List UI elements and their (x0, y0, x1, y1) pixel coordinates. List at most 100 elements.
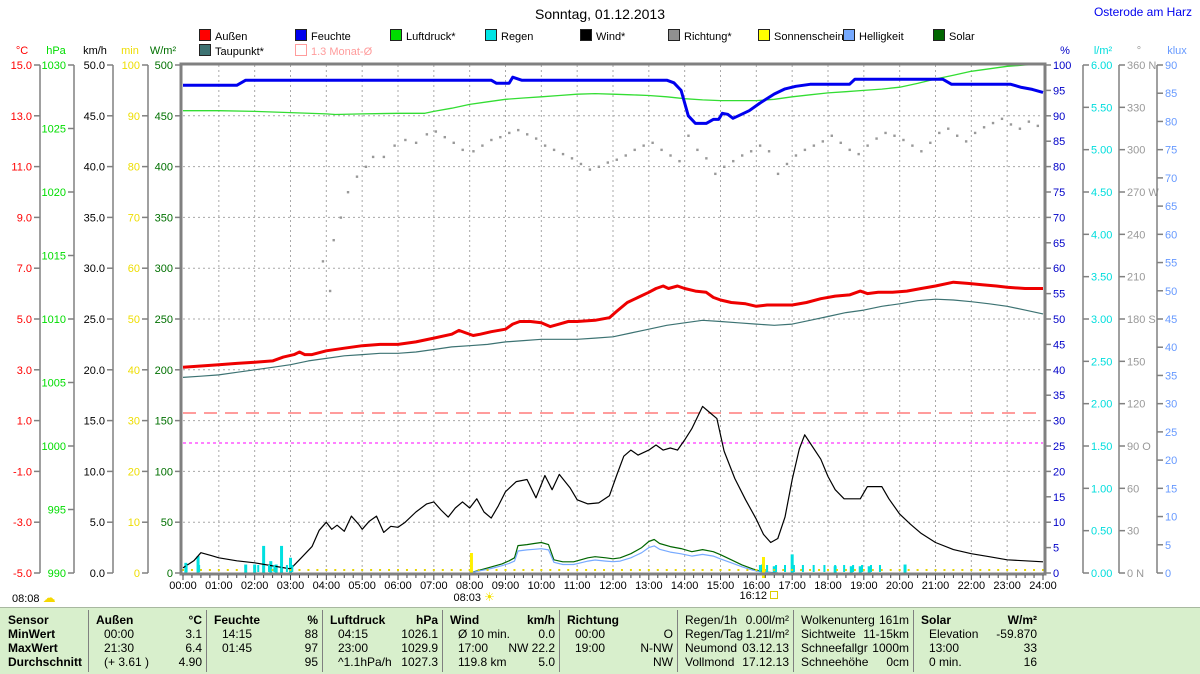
svg-text:3.00: 3.00 (1091, 314, 1112, 326)
legend-label: Sonnenschein (774, 31, 844, 43)
svg-text:-5.0: -5.0 (13, 568, 32, 580)
footer-stat-value: 161m (878, 613, 909, 627)
footer-stat-value: O (663, 627, 673, 641)
svg-text:40: 40 (128, 365, 140, 377)
legend-item-richtung-: Richtung* (668, 29, 732, 43)
svg-text:23:00: 23:00 (993, 580, 1021, 592)
svg-text:40: 40 (1053, 365, 1065, 377)
svg-text:15:00: 15:00 (707, 580, 735, 592)
svg-text:30: 30 (128, 416, 140, 428)
footer-col-unit: % (307, 613, 318, 627)
footer-row-label: Durchschnitt (8, 655, 83, 669)
footer-stat-value: 1000m (872, 641, 909, 655)
svg-text:1.0: 1.0 (17, 416, 32, 428)
svg-text:20.0: 20.0 (84, 365, 105, 377)
footer-stat-label: Neumond (685, 641, 738, 655)
svg-text:10:00: 10:00 (528, 580, 556, 592)
svg-text:80: 80 (1053, 162, 1065, 174)
svg-text:11.0: 11.0 (11, 162, 32, 174)
svg-text:55: 55 (1165, 258, 1177, 270)
svg-text:30: 30 (1127, 526, 1139, 538)
legend-swatch (485, 29, 497, 41)
legend-item-au-en: Außen (199, 29, 248, 43)
legend-swatch (199, 29, 211, 41)
legend-item-regen: Regen (485, 29, 533, 43)
weather-chart: 00:00 01:00 02:00 03:00 04:00 05:00 06:00 07:00… (11, 45, 1188, 592)
svg-text:9.0: 9.0 (17, 212, 32, 224)
svg-text:21:00: 21:00 (922, 580, 950, 592)
svg-text:10: 10 (1053, 517, 1065, 529)
footer-stat-label: Regen/Tag (685, 627, 744, 641)
svg-text:120: 120 (1127, 399, 1145, 411)
svg-text:1010: 1010 (42, 314, 66, 326)
svg-text:75: 75 (1165, 145, 1177, 157)
svg-text:1030: 1030 (42, 60, 66, 72)
legend-label: Wind* (596, 31, 626, 43)
svg-text:240: 240 (1127, 229, 1145, 241)
svg-text:30: 30 (1165, 399, 1177, 411)
svg-text:1025: 1025 (42, 124, 66, 136)
legend-label: Außen (215, 31, 248, 43)
legend-swatch (758, 29, 770, 41)
svg-text:5.0: 5.0 (90, 517, 105, 529)
svg-text:70: 70 (1053, 212, 1065, 224)
corner-time-annotation: 08:08 ☁ (12, 590, 56, 606)
svg-text:15.0: 15.0 (84, 416, 105, 428)
footer-stat-value: 5.0 (538, 655, 555, 669)
svg-text:11:00: 11:00 (564, 580, 591, 592)
footer-stat-time: 00:00 (104, 627, 135, 641)
footer-stat-time: 00:00 (575, 627, 606, 641)
footer-col-header: Solar (921, 613, 952, 627)
footer-stat-value: 1.21l/m² (745, 627, 789, 641)
svg-text:20: 20 (1053, 466, 1065, 478)
footer-col-header: Luftdruck (330, 613, 386, 627)
svg-text:0.00: 0.00 (1091, 568, 1112, 580)
svg-text:-1.0: -1.0 (13, 466, 32, 478)
svg-text:250: 250 (155, 314, 173, 326)
footer-stat-value: 4.90 (178, 655, 202, 669)
footer-stat-value: 03.12.13 (742, 641, 789, 655)
svg-text:50: 50 (1053, 314, 1065, 326)
svg-text:20: 20 (1165, 455, 1177, 467)
svg-text:25: 25 (1053, 441, 1065, 453)
footer-stat-time: 13:00 (929, 641, 960, 655)
svg-text:0: 0 (1165, 568, 1171, 580)
legend-swatch (295, 29, 307, 41)
svg-text:100: 100 (155, 466, 173, 478)
chart-svg: 00:00 01:00 02:00 03:00 04:00 05:00 06:00 07:00… (11, 45, 1188, 592)
svg-text:45: 45 (1053, 339, 1065, 351)
svg-text:00:00: 00:00 (169, 580, 197, 592)
svg-text:5.00: 5.00 (1091, 145, 1112, 157)
svg-text:1.50: 1.50 (1091, 441, 1112, 453)
footer-stat-value: 16 (1023, 655, 1037, 669)
svg-text:4.00: 4.00 (1091, 229, 1112, 241)
legend-item-luftdruck-: Luftdruck* (390, 29, 456, 43)
svg-text:60: 60 (1165, 229, 1177, 241)
footer-stat-value: N-NW (640, 641, 673, 655)
svg-text:85: 85 (1165, 88, 1177, 100)
svg-text:330: 330 (1127, 102, 1145, 114)
svg-text:W/m²: W/m² (150, 45, 177, 57)
sunset-annotation: 16:12 (740, 590, 779, 602)
svg-text:10: 10 (1165, 512, 1177, 524)
svg-text:%: % (1060, 45, 1070, 57)
footer-row-label: Sensor (8, 613, 49, 627)
svg-text:60: 60 (128, 263, 140, 275)
footer-col-header: Wind (450, 613, 480, 627)
svg-text:7.0: 7.0 (17, 263, 32, 275)
svg-text:500: 500 (155, 60, 173, 72)
svg-text:1020: 1020 (42, 187, 66, 199)
legend-item-sonnenschein: Sonnenschein (758, 29, 844, 43)
footer-stat-value: 1026.1 (401, 627, 438, 641)
sunrise-sun-icon: ☀ (484, 590, 495, 604)
svg-text:hPa: hPa (46, 45, 66, 57)
svg-text:0.0: 0.0 (90, 568, 105, 580)
svg-text:06:00: 06:00 (384, 580, 412, 592)
svg-text:22:00: 22:00 (958, 580, 986, 592)
sunset-square-icon (770, 591, 779, 599)
footer-divider (88, 610, 89, 672)
svg-text:5.0: 5.0 (17, 314, 32, 326)
svg-text:40: 40 (1165, 342, 1177, 354)
footer-stat-value: NW (653, 655, 673, 669)
sunset-time-label: 16:12 (739, 590, 768, 602)
